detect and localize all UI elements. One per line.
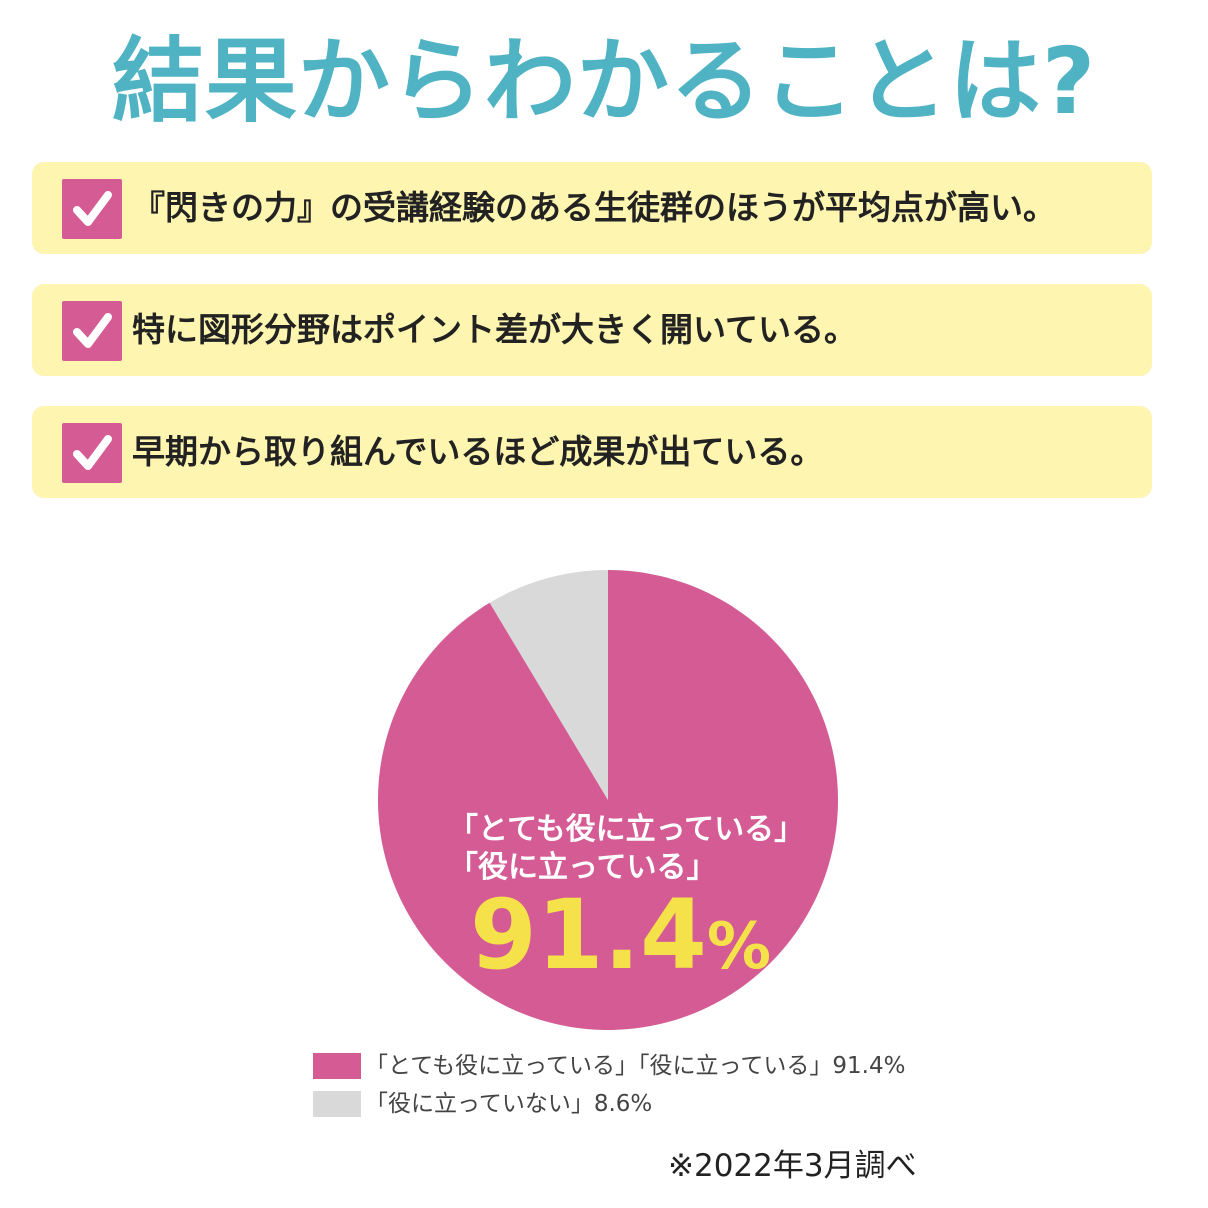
pie-inner-label-line2: 「役に立っている」	[448, 850, 717, 885]
pie-slice-useful	[377, 570, 838, 1030]
point-text: 『閃きの力』の受講経験のある生徒群のほうが平均点が高い。	[132, 188, 1056, 227]
footnote: ※2022年3月調べ	[668, 1148, 917, 1184]
legend-swatch	[313, 1053, 361, 1079]
point-text: 特に図形分野はポイント差が大きく開いている。	[132, 310, 858, 349]
page-title: 結果からわかることは?	[111, 28, 1097, 135]
legend-label: 「役に立っていない」8.6%	[365, 1091, 653, 1117]
point-item-1: 『閃きの力』の受講経験のある生徒群のほうが平均点が高い。	[32, 162, 1152, 254]
point-item-2: 特に図形分野はポイント差が大きく開いている。	[32, 284, 1152, 376]
pie-slice-not-useful	[489, 570, 608, 800]
pie-inner-value: 91.4%	[470, 880, 771, 1002]
checkmark-icon	[62, 423, 122, 483]
point-item-3: 早期から取り組んでいるほど成果が出ている。	[32, 406, 1152, 498]
point-text: 早期から取り組んでいるほど成果が出ている。	[132, 432, 824, 471]
legend-label: 「とても役に立っている」「役に立っている」91.4%	[365, 1053, 906, 1079]
checkmark-icon	[62, 179, 122, 239]
pie-inner-value-number: 91.4	[470, 879, 707, 991]
pie-inner-value-unit: %	[706, 910, 771, 984]
legend-swatch	[313, 1091, 361, 1117]
pie-inner-label-line1: 「とても役に立っている」	[448, 812, 805, 847]
checkmark-icon	[62, 301, 122, 361]
